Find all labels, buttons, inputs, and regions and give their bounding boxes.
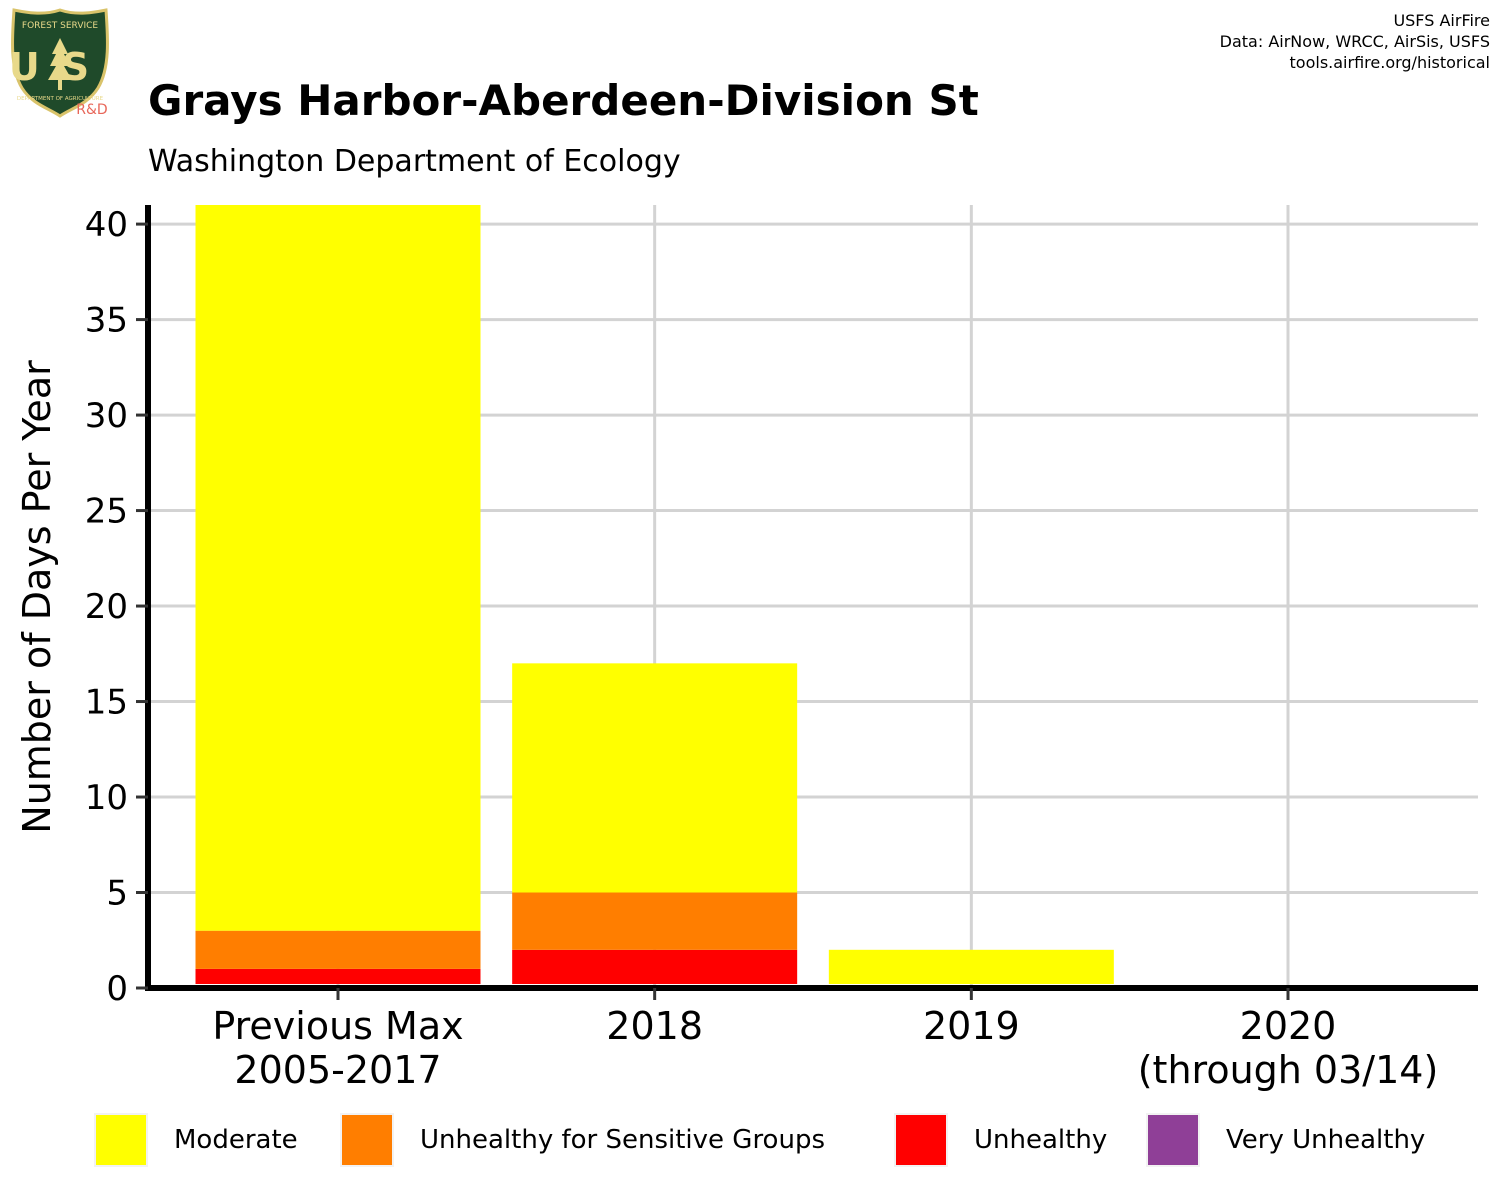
y-tick-label: 0 bbox=[106, 969, 128, 1009]
legend-swatch bbox=[894, 1113, 948, 1167]
legend-label: Moderate bbox=[174, 1125, 298, 1155]
y-tick-label: 5 bbox=[106, 874, 128, 914]
x-tick-label-line: 2018 bbox=[606, 1004, 703, 1048]
tree-icon bbox=[48, 38, 72, 90]
y-axis-label: Number of Days Per Year bbox=[15, 360, 59, 834]
y-tick-label: 30 bbox=[85, 396, 128, 436]
bars bbox=[195, 205, 1114, 984]
y-tick-label: 25 bbox=[85, 492, 128, 532]
y-tick-labels: 0 5 10 15 20 25 30 35 40 bbox=[85, 205, 148, 1009]
credit-line-3: tools.airfire.org/historical bbox=[1289, 53, 1490, 72]
y-tick-label: 10 bbox=[85, 778, 128, 818]
axes bbox=[145, 205, 1478, 991]
legend-item: Very Unhealthy bbox=[1146, 1108, 1425, 1172]
chart-title: Grays Harbor-Aberdeen-Division St bbox=[148, 76, 979, 125]
legend-item: Unhealthy bbox=[894, 1108, 1107, 1172]
credit-line-1: USFS AirFire bbox=[1393, 11, 1490, 30]
y-tick-label: 40 bbox=[85, 205, 128, 245]
y-tick-label: 15 bbox=[85, 683, 128, 723]
logo-top-text: FOREST SERVICE bbox=[22, 21, 99, 31]
x-tick-label: Previous Max 2005-2017 bbox=[212, 1004, 463, 1092]
chart-subtitle: Washington Department of Ecology bbox=[148, 144, 681, 179]
legend-label: Unhealthy for Sensitive Groups bbox=[420, 1125, 825, 1155]
x-tick-labels: Previous Max 2005-2017 2018 2019 2020 (throug… bbox=[212, 988, 1438, 1092]
legend-swatch bbox=[94, 1113, 148, 1167]
x-tick-label: 2020 (through 03/14) bbox=[1138, 1004, 1439, 1092]
y-tick-label: 35 bbox=[85, 301, 128, 341]
x-tick-label: 2019 bbox=[923, 1004, 1020, 1048]
bar-moderate bbox=[512, 663, 798, 893]
x-tick-label-line: (through 03/14) bbox=[1138, 1048, 1439, 1092]
bar-unhealthy bbox=[512, 949, 798, 984]
legend-item: Moderate bbox=[94, 1108, 298, 1172]
x-tick-label-line: 2005-2017 bbox=[234, 1048, 441, 1092]
logo-letters: US bbox=[9, 45, 111, 89]
bar-unhealthy-for-sensitive-groups bbox=[512, 892, 798, 950]
x-tick-label-line: 2020 bbox=[1240, 1004, 1337, 1048]
legend-swatch bbox=[340, 1113, 394, 1167]
legend: Moderate Unhealthy for Sensitive Groups Un… bbox=[0, 1108, 1500, 1172]
legend-swatch bbox=[1146, 1113, 1200, 1167]
forest-service-logo: FOREST SERVICE US DEPARTMENT OF AGRICULT… bbox=[9, 8, 111, 118]
bar-moderate bbox=[828, 949, 1114, 984]
logo-tag: R&D bbox=[76, 102, 107, 118]
legend-label: Unhealthy bbox=[974, 1125, 1108, 1155]
x-tick-label-line: 2019 bbox=[923, 1004, 1020, 1048]
legend-label: Very Unhealthy bbox=[1226, 1125, 1426, 1155]
bar-unhealthy bbox=[195, 968, 481, 984]
legend-item: Unhealthy for Sensitive Groups bbox=[340, 1108, 825, 1172]
credit-line-2: Data: AirNow, WRCC, AirSis, USFS bbox=[1219, 32, 1490, 51]
y-tick-label: 20 bbox=[85, 587, 128, 627]
bar-moderate bbox=[195, 205, 481, 931]
x-tick-label: 2018 bbox=[606, 1004, 703, 1048]
logo-bottom-text: DEPARTMENT OF AGRICULTURE bbox=[17, 96, 104, 102]
x-tick-label-line: Previous Max bbox=[212, 1004, 463, 1048]
credits: USFS AirFire Data: AirNow, WRCC, AirSis,… bbox=[1220, 10, 1490, 73]
bar-unhealthy-for-sensitive-groups bbox=[195, 930, 481, 969]
